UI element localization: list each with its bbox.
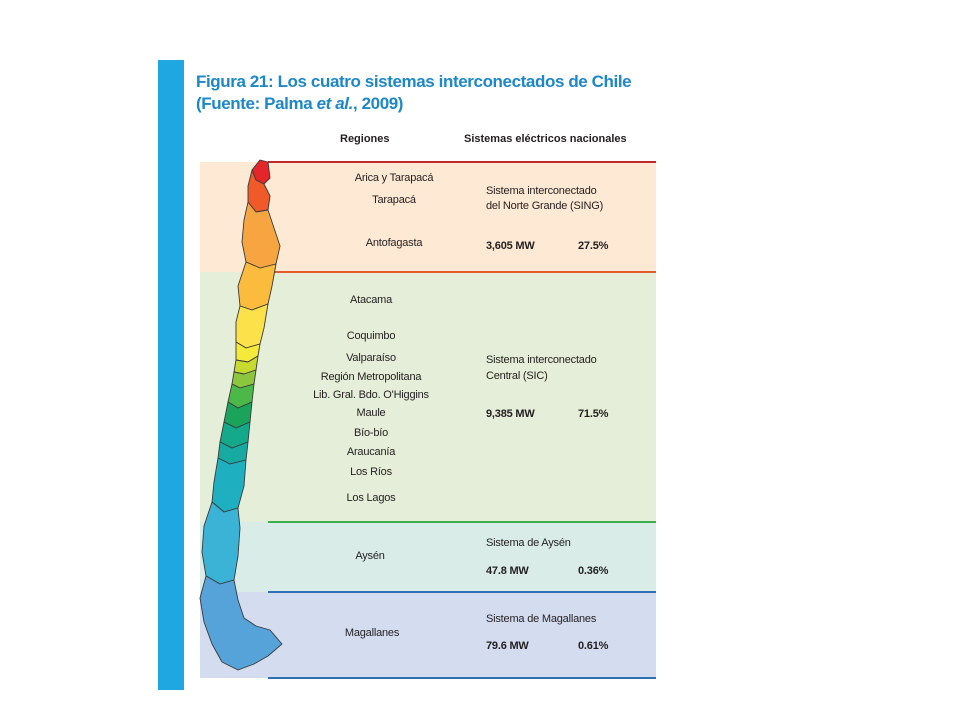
region-label: Valparaíso	[346, 352, 396, 364]
region-label: Tarapacá	[372, 194, 416, 206]
map-region-aysen	[201, 501, 241, 585]
divider-bottom	[268, 677, 656, 679]
region-label: Atacama	[349, 294, 393, 306]
region-label: Maule	[356, 407, 386, 419]
figure-title-line-1: Figura 21: Los cuatro sistemas intercone…	[196, 72, 632, 91]
region-label: Arica y Tarapacá	[354, 172, 434, 184]
band-sic	[200, 272, 656, 522]
system-share: 27.5%	[578, 240, 609, 252]
system-name-line: del Norte Grande (SING)	[486, 200, 604, 212]
header-regions: Regiones	[340, 133, 390, 145]
figure-panel: Figura 21: Los cuatro sistemas intercone…	[158, 60, 674, 690]
system-name-line: Sistema interconectado	[486, 185, 597, 197]
system-share: 0.36%	[578, 565, 609, 577]
divider-sic	[268, 271, 656, 273]
system-share: 0.61%	[578, 640, 609, 652]
region-label: Araucanía	[346, 446, 396, 458]
map-region-coquimbo	[235, 303, 269, 349]
figure-title: Figura 21: Los cuatro sistemas intercone…	[184, 60, 674, 126]
region-label: Magallanes	[344, 627, 400, 639]
system-capacity: 3,605 MW	[486, 240, 535, 252]
band-aysen	[200, 522, 656, 592]
header-systems: Sistemas eléctricos nacionales	[464, 133, 627, 145]
system-share: 71.5%	[578, 408, 609, 420]
map-region-loslagos	[211, 457, 247, 513]
region-label: Lib. Gral. Bdo. O'Higgins	[313, 389, 429, 401]
system-capacity: 79.6 MW	[486, 640, 529, 652]
band-magallanes	[200, 592, 656, 678]
system-name-line: Sistema interconectado	[486, 354, 597, 366]
system-name-line: Central (SIC)	[486, 370, 548, 382]
region-label: Los Ríos	[350, 466, 392, 478]
figure-title-line-2: (Fuente: Palma et al., 2009)	[196, 94, 404, 113]
region-label: Coquimbo	[346, 330, 396, 342]
chile-regions-map-icon	[199, 159, 283, 671]
map-region-atacama	[237, 261, 277, 311]
system-capacity: 47.8 MW	[486, 565, 529, 577]
divider-magallanes	[268, 591, 656, 593]
accent-bar	[158, 60, 184, 690]
divider-sing	[268, 161, 656, 163]
region-label: Región Metropolitana	[320, 371, 422, 383]
region-label: Antofagasta	[365, 237, 423, 249]
region-label: Bío-bío	[353, 427, 389, 439]
region-label: Los Lagos	[346, 492, 396, 504]
system-capacity: 9,385 MW	[486, 408, 535, 420]
system-name-line: Sistema de Aysén	[486, 537, 571, 549]
region-label: Aysén	[355, 550, 385, 562]
divider-aysen	[268, 521, 656, 523]
system-name-line: Sistema de Magallanes	[486, 613, 597, 625]
map-region-antofagasta	[241, 201, 281, 269]
map-region-magallanes	[199, 575, 283, 671]
